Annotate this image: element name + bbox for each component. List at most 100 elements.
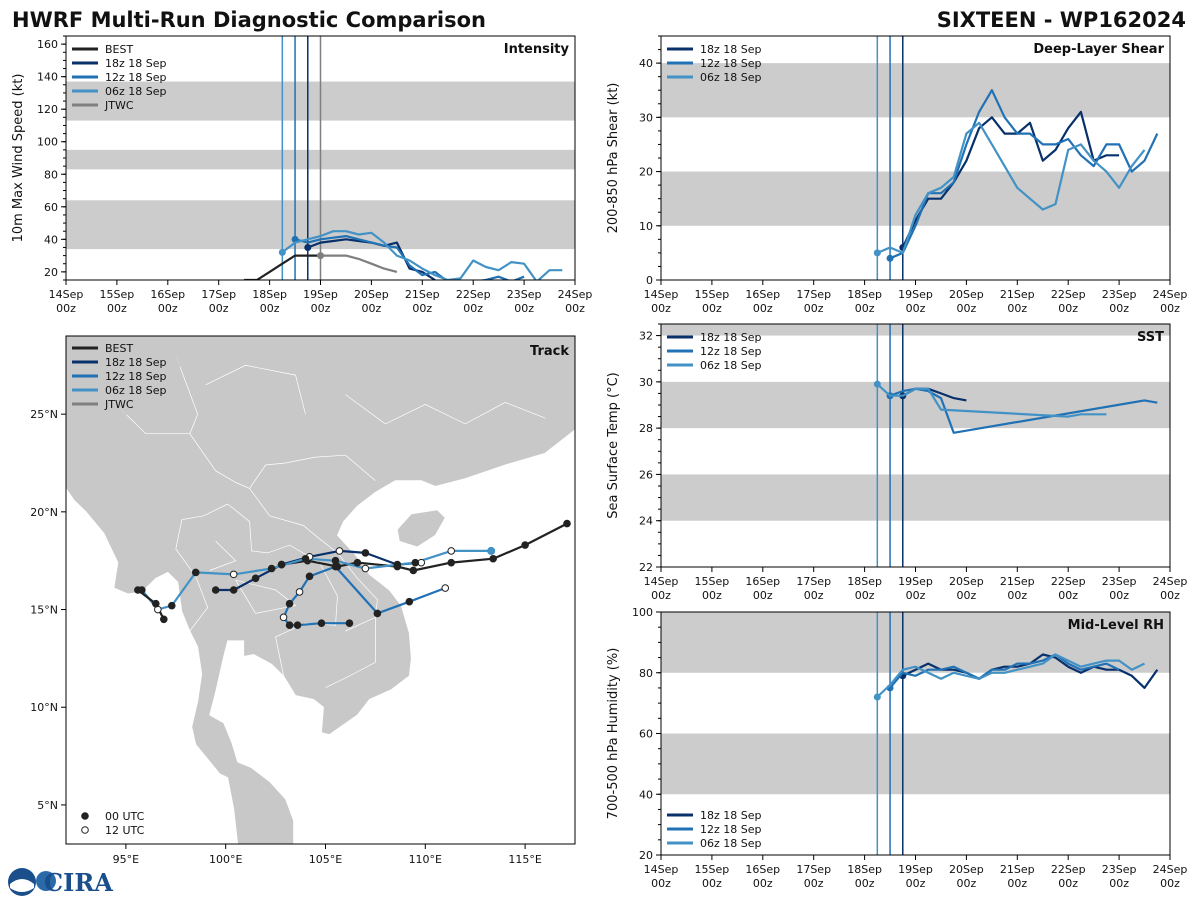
intensity-xtick-day: 20Sep (354, 288, 389, 301)
sst-ytick-label: 26 (639, 468, 653, 481)
intensity-xtick-hour: 00z (260, 302, 280, 315)
sst-threshold-band (661, 324, 1170, 336)
rh-start-point-run06z (873, 693, 881, 701)
shear-xtick-day: 24Sep (1153, 288, 1188, 301)
shear-xtick-hour: 00z (1160, 302, 1180, 315)
track-start-point-run06z (487, 546, 496, 555)
map-border-line (175, 503, 228, 632)
shear-xtick-hour: 00z (804, 302, 824, 315)
map-border-line (325, 617, 376, 689)
shear-xtick-hour: 00z (906, 302, 926, 315)
track-point-run12z (373, 609, 382, 618)
intensity-start-point-run18z (304, 243, 312, 251)
rh-xtick-hour: 00z (753, 877, 773, 890)
track-legend-label: 12z 18 Sep (105, 370, 167, 383)
intensity-xtick-day: 15Sep (100, 288, 135, 301)
rh-ytick-label: 100 (632, 606, 653, 619)
track-point-run06z (361, 564, 370, 573)
intensity-panel: 2040608010012014016014Sep00z15Sep00z16Se… (11, 35, 592, 315)
sst-xtick-hour: 00z (855, 589, 875, 602)
sst-xtick-hour: 00z (1109, 589, 1129, 602)
track-point-best (409, 566, 418, 575)
sst-xtick-day: 21Sep (1000, 575, 1035, 588)
track-ytick-label: 5°N (37, 799, 58, 812)
sst-xtick-day: 19Sep (898, 575, 933, 588)
sst-xtick-day: 20Sep (949, 575, 984, 588)
intensity-legend-label: 18z 18 Sep (105, 57, 167, 70)
rh-xtick-day: 21Sep (1000, 863, 1035, 876)
shear-xtick-day: 19Sep (898, 288, 933, 301)
intensity-xtick-hour: 00z (158, 302, 178, 315)
rh-xtick-day: 23Sep (1102, 863, 1137, 876)
sst-xtick-day: 16Sep (745, 575, 780, 588)
intensity-xtick-hour: 00z (412, 302, 432, 315)
shear-start-point-run12z (886, 254, 894, 262)
track-point-run12z (279, 613, 288, 622)
sst-xtick-hour: 00z (804, 589, 824, 602)
shear-ylabel: 200-850 hPa Shear (kt) (606, 83, 621, 234)
rh-ytick-label: 80 (639, 667, 653, 680)
legend-12utc-label: 12 UTC (105, 824, 145, 837)
sst-xtick-day: 17Sep (796, 575, 831, 588)
shear-ytick-label: 10 (639, 220, 653, 233)
shear-xtick-day: 21Sep (1000, 288, 1035, 301)
intensity-xtick-hour: 00z (565, 302, 585, 315)
intensity-ytick-label: 160 (37, 38, 58, 51)
track-point-run18z (277, 560, 286, 569)
shear-line-run06z (876, 121, 1146, 254)
legend-00utc-marker (81, 812, 89, 820)
intensity-line-best (244, 254, 321, 280)
shear-legend-label: 06z 18 Sep (700, 71, 762, 84)
track-point-run06z (447, 547, 456, 555)
sst-legend-label: 12z 18 Sep (700, 345, 762, 358)
rh-xtick-day: 22Sep (1051, 863, 1086, 876)
rh-panel-title: Mid-Level RH (1068, 618, 1164, 633)
intensity-xtick-hour: 00z (463, 302, 483, 315)
intensity-legend-label: 12z 18 Sep (105, 71, 167, 84)
sst-xtick-day: 23Sep (1102, 575, 1137, 588)
sst-xtick-day: 14Sep (644, 575, 679, 588)
track-frame (65, 335, 576, 845)
shear-xtick-hour: 00z (1058, 302, 1078, 315)
map-border-line (209, 540, 237, 571)
intensity-panel-title: Intensity (504, 42, 570, 57)
sst-ytick-label: 30 (639, 376, 653, 389)
rh-xtick-day: 19Sep (898, 863, 933, 876)
track-legend-label: 18z 18 Sep (105, 356, 167, 369)
rh-legend-label: 18z 18 Sep (700, 809, 762, 822)
intensity-xtick-hour: 00z (56, 302, 76, 315)
rh-threshold-band (661, 733, 1170, 795)
intensity-series-group (244, 230, 563, 280)
track-panel: 95°E 100°E 105°E 110°E 115°E 5°N 10°N 15°N 20°N 2… (30, 335, 576, 866)
track-point-run06z (229, 570, 238, 579)
sst-xtick-hour: 00z (957, 589, 977, 602)
track-point-best (134, 586, 142, 594)
intensity-ytick-label: 20 (44, 266, 58, 279)
sst-ytick-label: 22 (639, 561, 653, 574)
track-legend-label: 06z 18 Sep (105, 384, 167, 397)
shear-ytick-label: 30 (639, 111, 653, 124)
shear-legend-label: 12z 18 Sep (700, 57, 762, 70)
sst-ytick-label: 28 (639, 422, 653, 435)
track-xtick-label: 105°E (309, 853, 342, 866)
track-point-run12z (405, 597, 414, 606)
track-xtick-label: 100°E (209, 853, 242, 866)
intensity-xtick-hour: 00z (362, 302, 382, 315)
track-line-run12z (282, 565, 446, 627)
shear-xtick-day: 15Sep (695, 288, 730, 301)
track-point-run12z (293, 621, 302, 629)
rh-xtick-day: 17Sep (796, 863, 831, 876)
rh-xtick-hour: 00z (651, 877, 671, 890)
track-point-run06z (301, 554, 310, 563)
sst-xtick-hour: 00z (1160, 589, 1180, 602)
sst-xtick-hour: 00z (702, 589, 722, 602)
track-point-run06z (411, 558, 420, 567)
sst-panel-title: SST (1137, 330, 1164, 345)
shear-line-run18z (901, 110, 1120, 248)
rh-xtick-day: 18Sep (847, 863, 882, 876)
rh-legend-label: 12z 18 Sep (700, 823, 762, 836)
shear-ytick-label: 20 (639, 166, 653, 179)
track-xtick-label: 115°E (508, 853, 541, 866)
intensity-ytick-label: 100 (37, 136, 58, 149)
